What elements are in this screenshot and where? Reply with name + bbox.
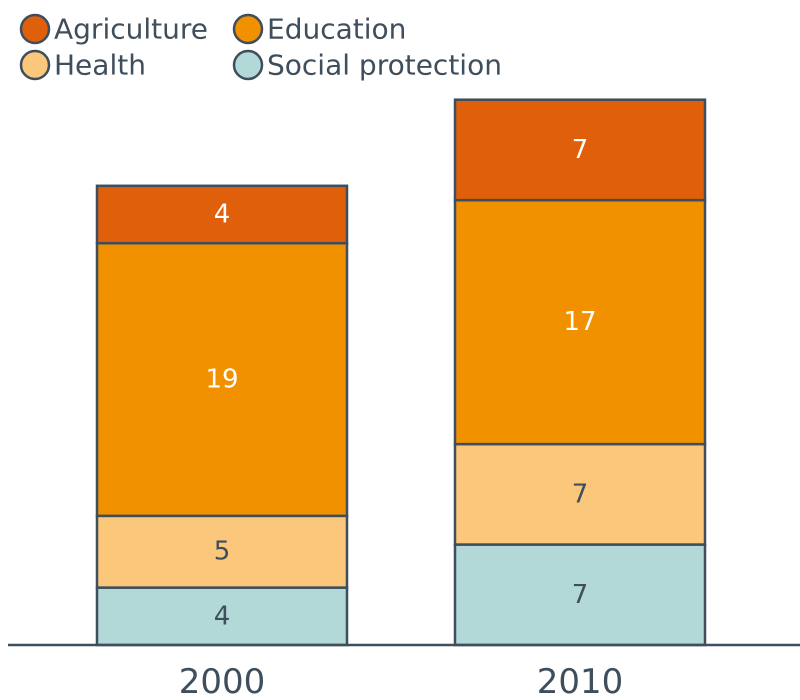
legend-swatch-agriculture [19,13,51,45]
bar-2000-agriculture [95,184,349,245]
data-label-2000-social-protection: 4 [214,601,231,631]
bar-2000-social-protection [95,586,349,647]
x-tick-label-2010: 2010 [537,662,624,700]
legend-label-education: Education [267,13,406,46]
x-axis: 2000 2010 [8,643,800,700]
bar-2000-health [95,514,349,589]
bars [95,98,707,647]
legend-item-social-protection: Social protection [232,49,502,82]
x-tick-label-2000: 2000 [179,662,266,700]
bar-2010-education [453,198,707,446]
legend-label-health: Health [54,49,146,82]
data-label-2010-social-protection: 7 [572,580,589,610]
legend-swatch-health [19,49,51,81]
data-labels: 4 5 19 4 7 7 17 7 [205,135,596,631]
data-label-2010-health: 7 [572,479,589,509]
legend-swatch-education [232,13,264,45]
data-label-2000-agriculture: 4 [214,200,231,230]
legend-item-education: Education [232,13,406,46]
bar-2010-agriculture [453,98,707,202]
legend-item-agriculture: Agriculture [19,13,208,46]
legend-item-health: Health [19,49,146,82]
data-label-2000-education: 19 [205,365,238,395]
legend-swatch-social-protection [232,49,264,81]
data-label-2000-health: 5 [214,537,231,567]
data-label-2010-education: 17 [563,307,596,337]
bar-2010-health [453,442,707,546]
legend: Agriculture Education Health Social protect… [19,13,502,82]
legend-label-social-protection: Social protection [267,49,502,82]
legend-label-agriculture: Agriculture [54,13,208,46]
data-label-2010-agriculture: 7 [572,135,589,165]
